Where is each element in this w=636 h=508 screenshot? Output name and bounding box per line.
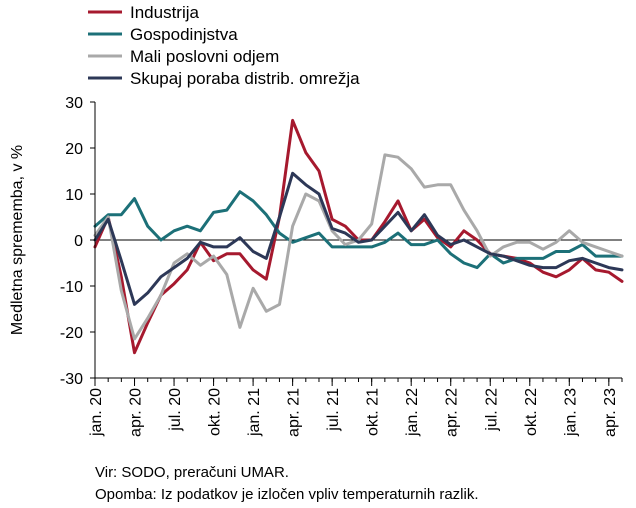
y-tick-label: 0 <box>74 233 83 250</box>
legend-label: Gospodinjstva <box>130 25 238 44</box>
series-line-3 <box>93 153 624 341</box>
legend-label: Mali poslovni odjem <box>130 47 279 66</box>
x-tick-label: jul. 20 <box>167 388 184 432</box>
plot-area <box>93 118 624 355</box>
legend-label: Industrija <box>130 3 200 22</box>
legend: Industrija Gospodinjstva Mali poslovni odj… <box>88 3 360 88</box>
x-tick-label: jan. 22 <box>404 388 421 437</box>
series-line-1 <box>93 118 624 355</box>
x-tick-label: apr. 21 <box>286 388 303 437</box>
y-axis: -30 -20 -10 0 10 20 30 <box>60 95 96 388</box>
x-tick-label: apr. 23 <box>602 388 619 437</box>
y-tick-label: 30 <box>65 95 83 112</box>
x-axis: jan. 20 apr. 20 jul. 20 okt. 20 jan. 21 apr. … <box>88 377 623 437</box>
y-tick-label: -30 <box>60 371 83 388</box>
y-tick-label: -20 <box>60 325 83 342</box>
remark-note: Opomba: Iz podatkov je izločen vpliv tem… <box>95 486 479 503</box>
x-tick-label: okt. 20 <box>207 388 224 436</box>
x-tick-label: apr. 20 <box>128 388 145 437</box>
line-chart: Industrija Gospodinjstva Mali poslovni odj… <box>9 3 624 437</box>
series-line-4 <box>93 171 624 306</box>
series-line-2 <box>93 190 624 270</box>
x-tick-label: jan. 21 <box>246 388 263 437</box>
x-tick-label: jul. 21 <box>325 388 342 432</box>
x-tick-label: apr. 22 <box>444 388 461 437</box>
y-tick-label: -10 <box>60 279 83 296</box>
y-tick-label: 10 <box>65 187 83 204</box>
source-note: Vir: SODO, preračuni UMAR. <box>95 464 289 481</box>
x-tick-label: okt. 21 <box>365 388 382 436</box>
y-axis-label: Medletna sprememba, v % <box>9 145 26 335</box>
y-tick-label: 20 <box>65 141 83 158</box>
x-tick-label: jul. 22 <box>483 388 500 432</box>
x-tick-label: okt. 22 <box>523 388 540 436</box>
x-tick-label: jan. 23 <box>562 388 579 437</box>
legend-label: Skupaj poraba distrib. omrežja <box>130 69 360 88</box>
x-tick-label: jan. 20 <box>88 388 105 437</box>
